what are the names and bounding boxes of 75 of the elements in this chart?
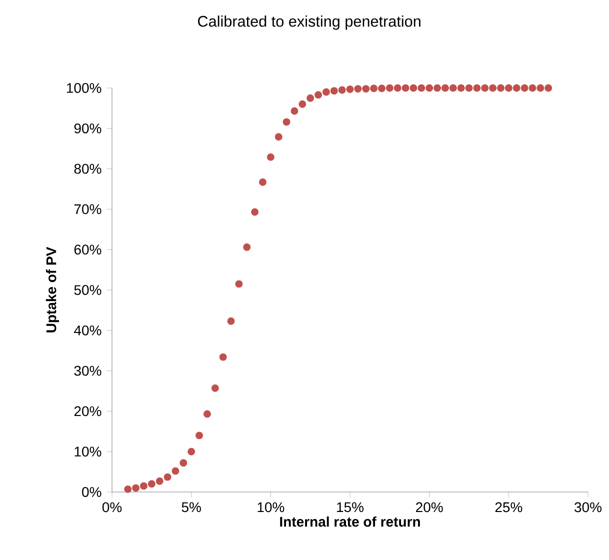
point xyxy=(536,84,544,92)
chart-title: Calibrated to existing penetration xyxy=(198,16,420,30)
point xyxy=(370,84,378,92)
y-axis-title: Uptake of PV xyxy=(46,246,59,332)
point xyxy=(386,84,394,92)
point xyxy=(164,473,172,481)
point xyxy=(203,410,211,418)
point xyxy=(282,118,290,126)
point xyxy=(473,84,481,92)
point xyxy=(227,317,235,325)
point xyxy=(290,107,298,115)
point xyxy=(544,84,552,92)
point xyxy=(426,84,434,92)
point xyxy=(457,84,465,92)
point xyxy=(434,84,442,92)
y-tick-label: 60% xyxy=(74,244,102,255)
x-tick-label: 10% xyxy=(258,502,284,512)
y-tick-label: 0% xyxy=(82,487,102,497)
point xyxy=(504,84,512,92)
point xyxy=(266,153,274,161)
x-tick-label: 20% xyxy=(416,502,443,512)
point xyxy=(180,459,188,467)
point xyxy=(196,432,204,440)
point xyxy=(418,84,426,92)
point xyxy=(259,178,266,186)
point xyxy=(148,480,156,488)
point xyxy=(211,384,219,392)
point xyxy=(322,88,330,96)
x-tick-label: 30% xyxy=(574,502,602,512)
point xyxy=(394,84,402,92)
point xyxy=(489,84,497,92)
point xyxy=(188,448,196,456)
point xyxy=(378,84,386,92)
point xyxy=(298,100,306,108)
point xyxy=(449,84,457,92)
point xyxy=(497,84,504,92)
point xyxy=(124,485,132,493)
y-tick-label: 20% xyxy=(74,406,102,416)
x-tick-label: 25% xyxy=(495,502,522,512)
y-tick-label: 70% xyxy=(74,204,102,214)
point xyxy=(274,133,282,141)
point xyxy=(346,85,354,93)
point xyxy=(441,84,449,92)
point xyxy=(132,484,140,492)
point xyxy=(512,84,520,92)
point xyxy=(362,85,370,93)
point xyxy=(140,482,148,490)
point xyxy=(219,353,227,361)
point xyxy=(306,94,314,102)
y-tick-label: 90% xyxy=(74,123,102,134)
point xyxy=(243,243,251,251)
point xyxy=(520,84,528,92)
y-tick-label: 80% xyxy=(74,164,102,174)
x-axis-title: Internal rate of return xyxy=(280,516,420,527)
point xyxy=(172,467,180,475)
point xyxy=(156,477,164,485)
point xyxy=(354,85,362,93)
x-tick-label: 15% xyxy=(337,502,364,512)
point xyxy=(235,280,243,288)
point xyxy=(402,84,410,92)
point xyxy=(330,87,338,95)
point xyxy=(465,84,473,92)
point xyxy=(251,208,259,216)
point xyxy=(481,84,489,92)
x-tick-label: 0% xyxy=(102,502,122,512)
point xyxy=(528,84,536,92)
point xyxy=(314,91,322,99)
x-tick-label: 5% xyxy=(182,502,201,512)
point xyxy=(410,84,418,92)
y-tick-label: 100% xyxy=(66,83,102,93)
y-tick-label: 10% xyxy=(74,446,102,457)
point xyxy=(338,86,346,94)
y-tick-label: 50% xyxy=(74,285,102,295)
y-tick-label: 40% xyxy=(74,325,102,336)
y-tick-label: 30% xyxy=(74,366,102,376)
